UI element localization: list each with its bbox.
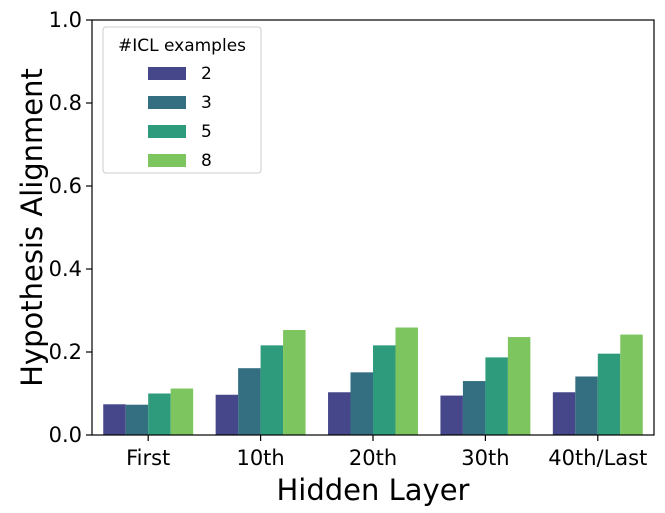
legend-label-2: 2	[201, 64, 212, 84]
x-tick-label: 10th	[236, 446, 284, 470]
y-tick-label: 0.0	[49, 423, 82, 447]
bar-series-8-4	[620, 334, 643, 435]
bar-series-5-4	[597, 353, 621, 435]
bar-series-3-3	[462, 381, 486, 435]
legend-swatch-8	[148, 154, 186, 167]
y-axis-label: Hypothesis Alignment	[15, 68, 49, 387]
bar-series-3-1	[238, 368, 261, 435]
x-axis-label: Hidden Layer	[277, 473, 470, 507]
legend-title: #ICL examples	[118, 36, 246, 56]
bar-series-5-3	[485, 357, 508, 435]
x-tick-label: First	[126, 446, 170, 470]
legend-label-5: 5	[201, 122, 212, 142]
bar-series-2-4	[552, 392, 576, 435]
legend-swatch-5	[148, 125, 186, 138]
bar-series-8-1	[283, 330, 306, 435]
y-tick-label: 0.2	[49, 340, 82, 364]
y-tick-label: 1.0	[49, 8, 82, 32]
x-axis: First 10th 20th 30th 40th/Last	[126, 435, 647, 470]
bar-series-8-2	[395, 327, 418, 435]
bar-series-5-1	[260, 345, 284, 435]
bar-series-2-3	[440, 395, 463, 435]
x-tick-label: 30th	[461, 446, 509, 470]
legend-swatch-3	[148, 96, 186, 109]
bar-series-3-0	[125, 404, 149, 435]
bar-series-3-2	[350, 372, 373, 435]
x-tick-label: 40th/Last	[548, 446, 647, 470]
legend-label-8: 8	[201, 151, 212, 171]
bar-series-2-0	[103, 404, 126, 435]
y-tick-label: 0.6	[49, 174, 82, 198]
bar-series-8-0	[170, 388, 194, 435]
bar-series-2-2	[328, 392, 351, 435]
legend-swatch-2	[148, 67, 186, 80]
bar-series-5-0	[148, 393, 171, 435]
y-axis: 0.0 0.2 0.4 0.6 0.8 1.0	[49, 8, 92, 447]
x-tick-label: 20th	[349, 446, 397, 470]
bar-series-5-2	[373, 345, 396, 435]
y-tick-label: 0.4	[49, 257, 82, 281]
bar-series-2-1	[215, 394, 239, 435]
bar-series-3-4	[575, 376, 598, 435]
bar-series-8-3	[507, 337, 531, 435]
legend-items: 2 3 5 8	[148, 64, 212, 171]
legend-label-3: 3	[201, 93, 212, 113]
y-tick-label: 0.8	[49, 91, 82, 115]
legend: #ICL examples 2 3 5 8	[102, 26, 262, 174]
bars-group	[103, 327, 643, 435]
